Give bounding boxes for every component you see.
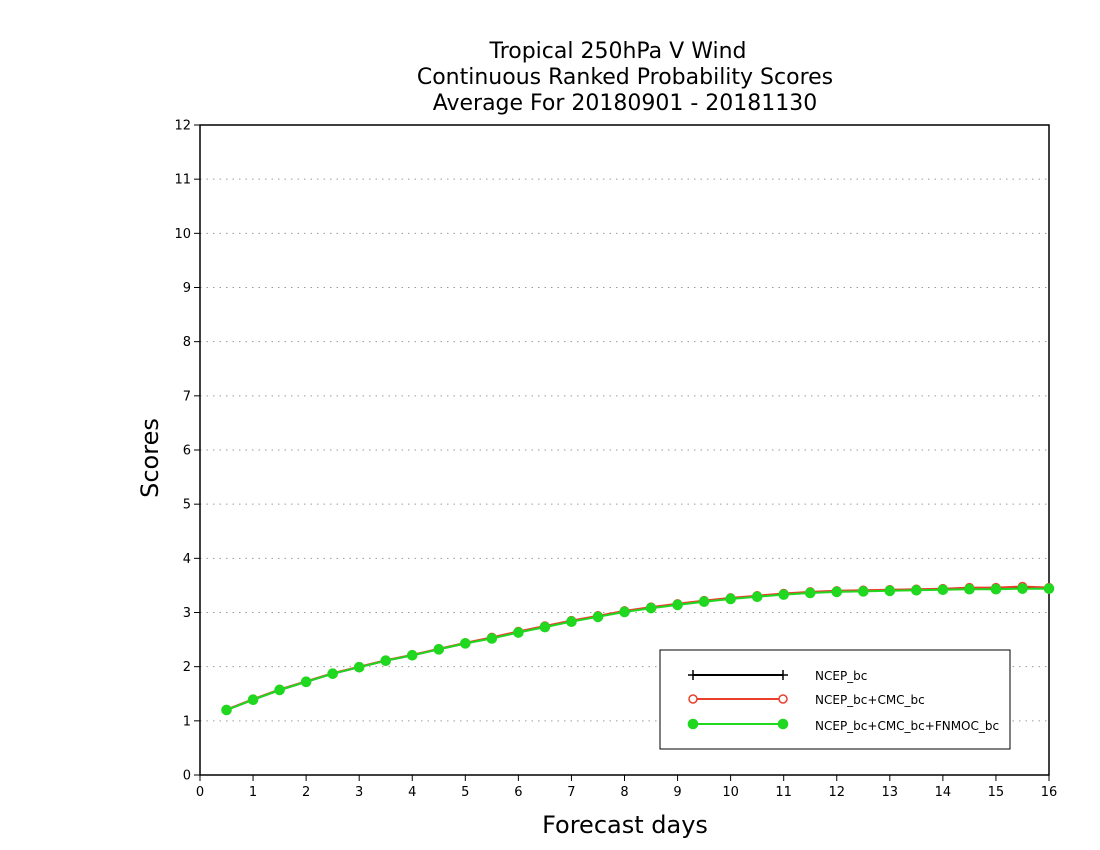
data-point	[327, 668, 338, 680]
y-tick-label: 7	[183, 389, 191, 404]
data-point	[460, 638, 471, 649]
data-point	[751, 591, 763, 603]
legend-marker	[687, 718, 699, 730]
x-axis-label: Forecast days	[542, 811, 708, 839]
data-point	[380, 655, 392, 667]
x-tick-label: 1	[249, 785, 257, 800]
legend-entries	[687, 670, 789, 730]
y-tick-label: 8	[183, 335, 191, 350]
data-point	[300, 676, 312, 688]
y-axis-label: Scores	[136, 418, 164, 498]
x-tick-label: 11	[775, 785, 792, 800]
data-point	[964, 583, 975, 595]
data-point	[857, 586, 869, 597]
y-tick-label: 2	[183, 660, 191, 675]
legend-marker	[688, 694, 698, 704]
data-point	[247, 694, 259, 706]
data-point	[619, 606, 630, 618]
x-tick-label: 15	[988, 785, 1005, 800]
legend-marker	[777, 718, 789, 730]
data-point	[911, 584, 922, 596]
x-tick-label: 9	[673, 785, 681, 800]
x-tick-label: 4	[408, 785, 416, 800]
legend-label-ncep-bc: NCEP_bc	[815, 669, 867, 683]
data-point	[1043, 583, 1055, 594]
data-point	[672, 599, 683, 611]
x-tick-label: 7	[567, 785, 575, 800]
y-tick-label: 10	[174, 227, 191, 242]
x-tick-label: 5	[461, 785, 469, 800]
grid-lines	[200, 178, 1049, 722]
y-tick-label: 5	[183, 498, 191, 513]
legend-marker	[688, 670, 698, 680]
series-2	[221, 583, 1055, 716]
data-point	[884, 585, 896, 597]
chart-title-line-2: Continuous Ranked Probability Scores	[417, 65, 833, 90]
data-point	[539, 621, 551, 633]
x-tick-label: 13	[882, 785, 899, 800]
data-point	[592, 611, 604, 623]
data-point	[433, 644, 445, 655]
y-tick-label: 4	[183, 552, 191, 567]
data-point	[804, 587, 816, 599]
data-point	[990, 583, 1002, 595]
legend-marker	[778, 670, 788, 680]
series-lines	[221, 581, 1055, 716]
y-tick-label: 11	[174, 173, 191, 188]
data-point	[645, 602, 657, 614]
data-point	[221, 704, 232, 716]
y-tick-label: 0	[183, 769, 191, 784]
data-point	[566, 616, 577, 628]
data-point	[406, 649, 418, 661]
x-tick-label: 8	[620, 785, 628, 800]
data-point	[1017, 583, 1028, 594]
x-tick-label: 16	[1041, 785, 1058, 800]
legend: NCEP_bc NCEP_bc+CMC_bc NCEP_bc+CMC_bc+FN…	[659, 649, 1011, 750]
y-tick-label: 9	[183, 281, 191, 296]
chart-title-line-1: Tropical 250hPa V Wind	[488, 39, 746, 64]
data-point	[513, 627, 524, 638]
x-tick-label: 2	[302, 785, 310, 800]
legend-label-ncep-cmc-fnmoc: NCEP_bc+CMC_bc+FNMOC_bc	[815, 719, 999, 733]
y-tick-label: 1	[183, 714, 191, 729]
data-point	[274, 684, 285, 696]
y-tick-label: 12	[174, 119, 191, 134]
x-tick-label: 0	[196, 785, 204, 800]
x-tick-label: 10	[722, 785, 739, 800]
data-point	[937, 584, 949, 596]
data-point	[353, 661, 365, 673]
x-tick-label: 14	[935, 785, 952, 800]
y-tick-label: 3	[183, 606, 191, 621]
x-tick-label: 12	[828, 785, 845, 800]
data-point	[778, 589, 789, 600]
x-tick-label: 6	[514, 785, 522, 800]
data-point	[725, 593, 736, 605]
chart-title-line-3: Average For 20180901 - 20181130	[433, 91, 818, 116]
legend-marker	[778, 694, 788, 704]
x-tick-label: 3	[355, 785, 363, 800]
data-point	[698, 596, 710, 607]
data-point	[486, 633, 498, 644]
legend-label-ncep-cmc: NCEP_bc+CMC_bc	[815, 693, 925, 707]
y-tick-label: 6	[183, 444, 191, 459]
data-point	[831, 586, 843, 598]
